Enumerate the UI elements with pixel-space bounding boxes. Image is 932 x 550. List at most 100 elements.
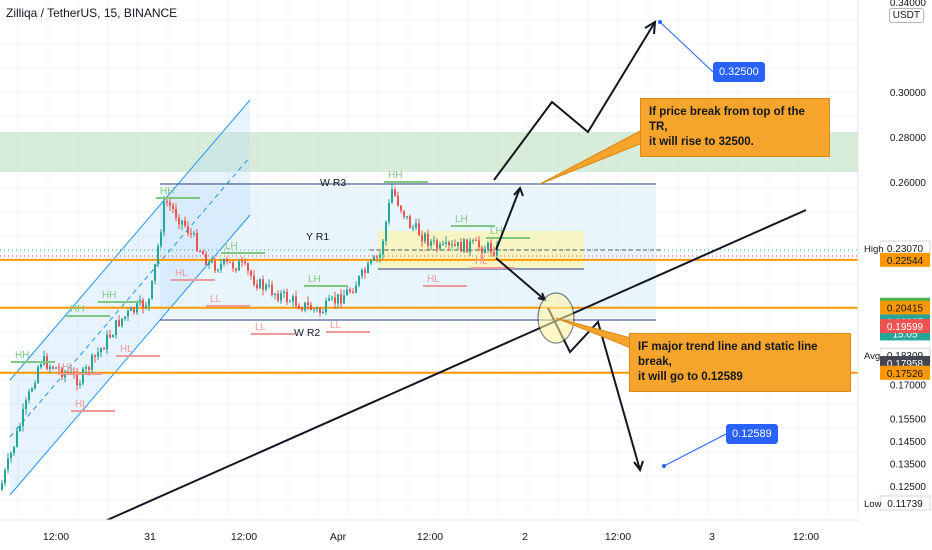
candle-body (463, 239, 465, 252)
candle-body (376, 256, 378, 258)
candle-body (418, 223, 420, 236)
candle-body (364, 269, 366, 273)
candle-body (391, 189, 393, 203)
candle-body (274, 293, 276, 296)
candle-body (415, 223, 417, 228)
candle-body (163, 201, 165, 233)
swing-label: LH (308, 274, 321, 285)
time-tick-label: 2 (522, 531, 528, 543)
swing-label: HL (75, 399, 88, 410)
candle-body (394, 189, 396, 196)
swing-label: LH (455, 214, 468, 225)
candle-body (121, 318, 123, 327)
candle-body (361, 269, 363, 276)
candle-body (250, 270, 252, 276)
candle-body (19, 425, 21, 432)
time-tick-label: 12:00 (43, 531, 69, 543)
candle-body (25, 400, 27, 409)
candle-body (34, 383, 36, 389)
price-tick-label: 0.34000 (890, 0, 927, 9)
candle-body (91, 355, 93, 370)
candle-body (313, 309, 315, 311)
price-tick-label: 0.15500 (890, 414, 927, 425)
candle-body (259, 279, 261, 289)
candle-body (409, 216, 411, 229)
candle-body (175, 208, 177, 218)
candle-body (172, 205, 174, 209)
symbol-title[interactable]: Zilliqa / TetherUS, 15, BINANCE (6, 6, 178, 20)
candle-body (475, 240, 477, 242)
candle-body (79, 383, 81, 386)
candle-body (247, 263, 249, 271)
candle-body (178, 217, 180, 225)
time-axis-bg (0, 520, 858, 550)
candle-body (319, 308, 321, 313)
candle-body (241, 261, 243, 263)
swing-label: HL (120, 344, 133, 355)
price-badge-label: Avg (864, 351, 880, 362)
candle-body (496, 244, 498, 256)
bear-arrowhead-2 (633, 460, 644, 473)
swing-label: LL (330, 320, 342, 331)
level-label: W R3 (320, 177, 346, 189)
candle-body (88, 367, 90, 370)
swing-label: HL (475, 256, 488, 267)
candle-body (436, 240, 438, 249)
price-badge-value: 0.11739 (887, 499, 923, 510)
level-label: W R2 (294, 327, 320, 339)
candle-body (142, 299, 144, 309)
price-badge-value: 0.17958 (887, 359, 924, 370)
candle-body (124, 316, 126, 319)
currency-selector[interactable]: USDT (888, 8, 924, 23)
time-tick-label: 12:00 (231, 531, 257, 543)
candle-body (94, 355, 96, 357)
candle-body (202, 251, 204, 255)
candle-body (112, 335, 114, 338)
candle-body (478, 240, 480, 248)
candle-body (16, 431, 18, 447)
price-badge-value: 0.19599 (887, 322, 924, 333)
swing-label: LH (225, 241, 238, 252)
candle-body (451, 244, 453, 246)
bullish-callout: If price break from top of the TR, it wi… (640, 98, 830, 157)
channel-mid-line (9, 156, 251, 438)
price-tick-label: 0.28000 (890, 133, 927, 144)
candle-body (31, 388, 33, 392)
candle-body (118, 320, 120, 327)
candle-body (40, 364, 42, 368)
swing-label: HH (388, 170, 402, 181)
candle-body (217, 269, 219, 271)
swing-label: LL (255, 322, 267, 333)
time-tick-label: Apr (330, 531, 347, 543)
candle-body (493, 252, 495, 256)
candle-body (76, 373, 78, 386)
candle-body (13, 446, 15, 454)
candle-body (289, 301, 291, 303)
candle-body (316, 308, 318, 310)
candle-body (328, 298, 330, 301)
target-price-label-down: 0.12589 (726, 424, 778, 444)
time-tick-label: 12:00 (605, 531, 631, 543)
candle-body (343, 295, 345, 304)
candle-body (487, 242, 489, 250)
candle-body (130, 307, 132, 311)
swing-label: HL (175, 268, 188, 279)
candle-body (322, 312, 324, 314)
bearish-callout: IF major trend line and static line brea… (629, 333, 851, 392)
candle-body (433, 240, 435, 242)
price-badge-label-bg (860, 496, 880, 510)
price-badge (880, 300, 930, 315)
target-connector-down (663, 433, 727, 467)
bear-arrow-1 (495, 257, 546, 301)
price-badge (880, 252, 930, 267)
candle-body (286, 291, 288, 302)
candle-body (277, 293, 279, 301)
candle-body (388, 202, 390, 223)
major-trend-line (104, 209, 807, 522)
candle-body (460, 241, 462, 252)
candle-body (454, 244, 456, 247)
candle-body (235, 268, 237, 271)
candle-body (442, 243, 444, 245)
candle-body (271, 284, 273, 296)
